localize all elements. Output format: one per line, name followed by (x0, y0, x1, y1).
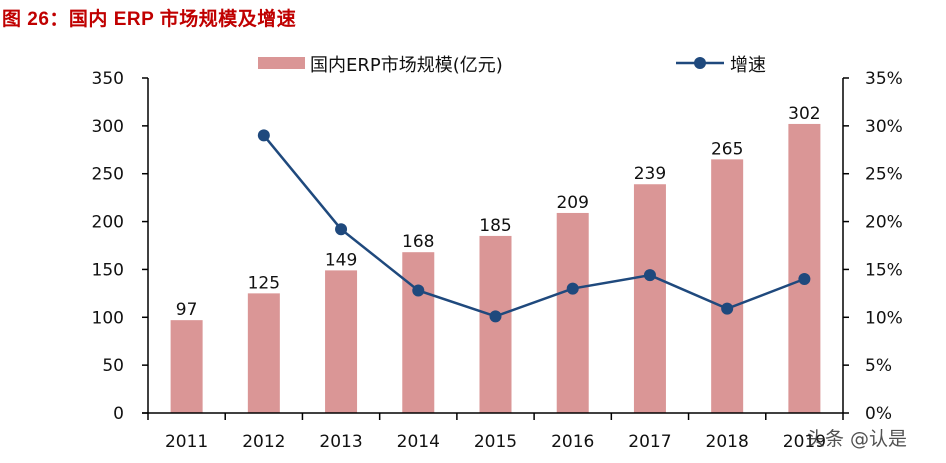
watermark: 头条 @认是 (806, 428, 908, 450)
legend-bar-swatch (258, 57, 305, 69)
bar-2012 (247, 293, 280, 413)
right-tick-label: 15% (865, 260, 903, 280)
bar-value-label: 125 (248, 273, 280, 293)
bar-value-label: 302 (788, 104, 820, 124)
x-tick-label: 2019 (783, 432, 826, 452)
right-tick-label: 30% (865, 117, 903, 137)
growth-point (335, 223, 348, 236)
legend-line-label: 增速 (730, 55, 766, 76)
right-tick-label: 5% (865, 356, 892, 376)
right-tick-label: 0% (865, 404, 892, 424)
left-tick-label: 350 (92, 69, 124, 89)
x-tick-label: 2014 (397, 432, 440, 452)
chart-title: 图 26：国内 ERP 市场规模及增速 (2, 9, 297, 30)
right-tick-label: 35% (865, 69, 903, 89)
growth-point (412, 284, 425, 297)
growth-point (257, 129, 270, 142)
bar-value-label: 185 (479, 216, 511, 236)
left-tick-label: 150 (92, 260, 124, 280)
left-tick-label: 0 (113, 404, 124, 424)
bar-value-label: 168 (402, 232, 434, 252)
growth-point (566, 282, 579, 295)
growth-point (721, 302, 734, 315)
bar-2017 (633, 184, 666, 413)
bar-2018 (711, 159, 744, 413)
growth-line (262, 134, 805, 318)
bar-2016 (556, 212, 589, 413)
legend-bar-label: 国内ERP市场规模(亿元) (310, 55, 503, 76)
left-tick-label: 250 (92, 165, 124, 185)
x-tick-label: 2011 (165, 432, 208, 452)
x-tick-label: 2018 (706, 432, 749, 452)
growth-point (798, 273, 811, 285)
bar-2019 (788, 123, 821, 413)
bar-2011 (170, 320, 203, 413)
growth-point (643, 269, 656, 282)
right-tick-label: 20% (865, 213, 903, 233)
right-tick-label: 10% (865, 308, 903, 328)
bar-value-label: 149 (325, 250, 357, 270)
x-tick-label: 2017 (628, 432, 671, 452)
right-tick-label: 25% (865, 165, 903, 185)
bar-value-label: 265 (711, 139, 743, 159)
bar-2013 (325, 270, 358, 413)
x-tick-label: 2016 (551, 432, 594, 452)
left-tick-label: 300 (92, 117, 124, 137)
x-tick-label: 2012 (242, 432, 285, 452)
left-tick-label: 100 (92, 308, 124, 328)
x-tick-label: 2015 (474, 432, 517, 452)
bar-2014 (402, 252, 435, 413)
bar-2015 (479, 235, 512, 413)
growth-point (489, 310, 502, 323)
left-tick-label: 50 (102, 356, 124, 376)
bar-value-label: 239 (634, 164, 666, 184)
bar-value-label: 97 (176, 300, 198, 320)
left-tick-label: 200 (92, 213, 124, 233)
x-tick-label: 2013 (319, 432, 362, 452)
bar-value-label: 209 (556, 193, 588, 213)
